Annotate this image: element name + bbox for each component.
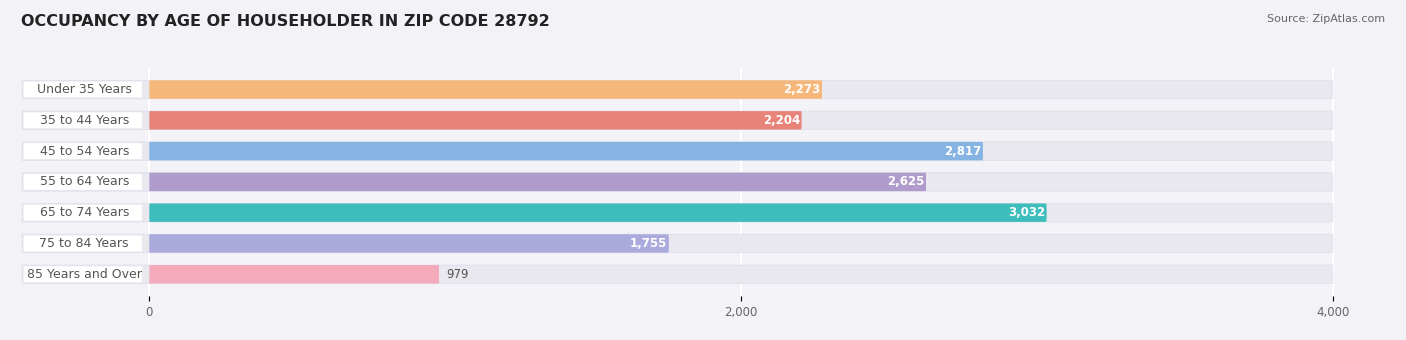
- FancyBboxPatch shape: [778, 113, 801, 128]
- Text: 85 Years and Over: 85 Years and Over: [27, 268, 142, 281]
- Text: 2,625: 2,625: [887, 175, 925, 188]
- FancyBboxPatch shape: [22, 111, 1333, 130]
- FancyBboxPatch shape: [1022, 205, 1046, 220]
- FancyBboxPatch shape: [22, 173, 1333, 191]
- Text: 55 to 64 Years: 55 to 64 Years: [39, 175, 129, 188]
- FancyBboxPatch shape: [959, 144, 983, 158]
- FancyBboxPatch shape: [24, 236, 142, 252]
- FancyBboxPatch shape: [22, 203, 1333, 222]
- FancyBboxPatch shape: [24, 266, 142, 282]
- Text: 2,204: 2,204: [762, 114, 800, 127]
- Text: 3,032: 3,032: [1008, 206, 1045, 219]
- FancyBboxPatch shape: [22, 234, 1333, 253]
- FancyBboxPatch shape: [149, 173, 927, 191]
- FancyBboxPatch shape: [24, 82, 142, 98]
- Text: 65 to 74 Years: 65 to 74 Years: [39, 206, 129, 219]
- FancyBboxPatch shape: [645, 236, 669, 251]
- FancyBboxPatch shape: [149, 142, 983, 160]
- Text: Under 35 Years: Under 35 Years: [37, 83, 132, 96]
- FancyBboxPatch shape: [22, 142, 1333, 160]
- FancyBboxPatch shape: [149, 80, 823, 99]
- FancyBboxPatch shape: [149, 203, 1046, 222]
- FancyBboxPatch shape: [24, 205, 142, 221]
- Text: 35 to 44 Years: 35 to 44 Years: [39, 114, 129, 127]
- Text: 979: 979: [446, 268, 468, 281]
- Text: 45 to 54 Years: 45 to 54 Years: [39, 144, 129, 158]
- Text: Source: ZipAtlas.com: Source: ZipAtlas.com: [1267, 14, 1385, 23]
- Text: 1,755: 1,755: [630, 237, 666, 250]
- Text: 75 to 84 Years: 75 to 84 Years: [39, 237, 129, 250]
- FancyBboxPatch shape: [149, 111, 801, 130]
- FancyBboxPatch shape: [24, 143, 142, 159]
- FancyBboxPatch shape: [22, 265, 1333, 284]
- Text: 2,817: 2,817: [943, 144, 981, 158]
- FancyBboxPatch shape: [24, 174, 142, 190]
- FancyBboxPatch shape: [24, 112, 142, 128]
- Text: OCCUPANCY BY AGE OF HOUSEHOLDER IN ZIP CODE 28792: OCCUPANCY BY AGE OF HOUSEHOLDER IN ZIP C…: [21, 14, 550, 29]
- FancyBboxPatch shape: [149, 265, 439, 284]
- Text: 2,273: 2,273: [783, 83, 820, 96]
- FancyBboxPatch shape: [799, 82, 823, 97]
- FancyBboxPatch shape: [149, 234, 669, 253]
- FancyBboxPatch shape: [22, 80, 1333, 99]
- FancyBboxPatch shape: [903, 174, 927, 189]
